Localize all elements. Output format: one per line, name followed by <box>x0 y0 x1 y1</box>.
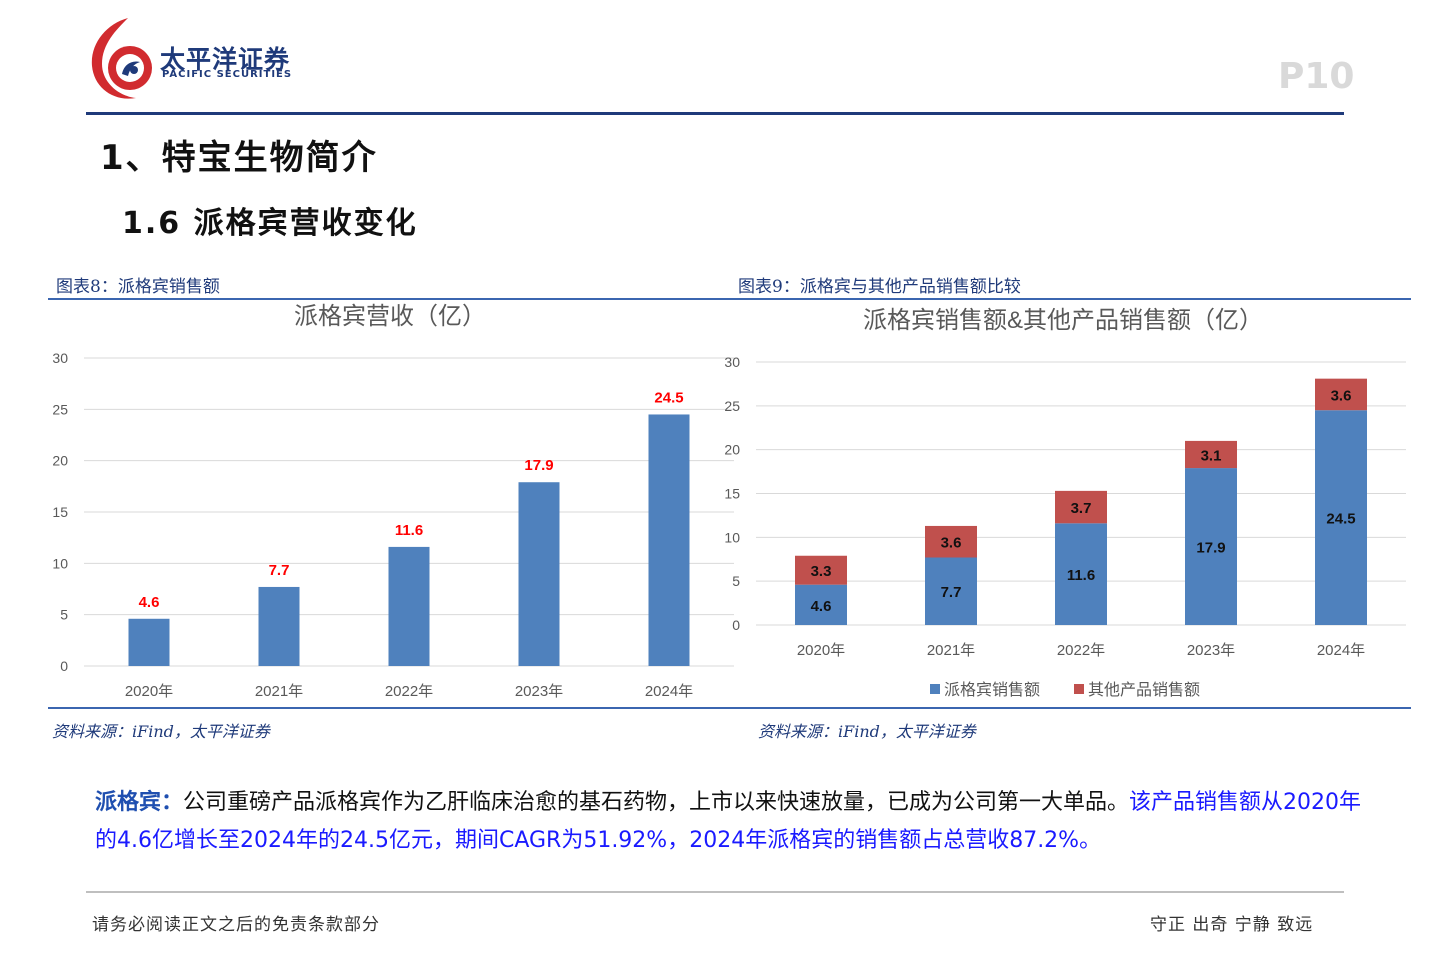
chart2-bar-segment <box>1315 378 1367 411</box>
chart1-title: 派格宾营收（亿） <box>294 303 486 330</box>
chart1-bar <box>388 546 430 666</box>
chart1-ytick: 10 <box>52 555 68 571</box>
chart2-legend-label: 其他产品销售额 <box>1088 681 1200 699</box>
chart1-xtick: 2023年 <box>515 683 563 700</box>
chart2-data-label: 7.7 <box>941 584 962 601</box>
figure8-label: 图表8：派格宾销售额 <box>56 277 220 297</box>
footer-divider <box>86 891 1344 893</box>
chart2-ytick: 25 <box>724 398 740 414</box>
chart2-data-label: 17.9 <box>1196 540 1225 557</box>
figure-divider-top <box>48 298 1411 300</box>
company-logo-icon <box>91 18 152 99</box>
chart2-bar-segment <box>1315 410 1367 625</box>
chart1-data-label: 11.6 <box>395 522 423 539</box>
chart2-data-label: 3.1 <box>1201 447 1222 464</box>
chart2-bar-segment <box>795 584 847 625</box>
summary-highlight: 该产品销售额从2020年的4.6亿增长至2024年的24.5亿元，期间CAGR为… <box>95 790 1362 853</box>
chart2-ytick: 10 <box>724 529 740 545</box>
chart2-xtick: 2024年 <box>1317 642 1365 659</box>
figure-divider-bottom <box>48 707 1411 709</box>
chart1-bar <box>258 586 300 666</box>
chart2-legend-label: 派格宾销售额 <box>944 681 1040 699</box>
figure9-source: 资料来源：iFind，太平洋证券 <box>758 722 976 741</box>
chart2-ytick: 15 <box>724 486 740 502</box>
chart2-bar-segment <box>1055 490 1107 524</box>
chart2-bar-segment <box>925 557 977 625</box>
chart1-xtick: 2021年 <box>255 683 303 700</box>
chart1-ytick: 30 <box>52 350 68 366</box>
footer-motto: 守正 出奇 宁静 致远 <box>1150 915 1314 935</box>
chart1-ytick: 25 <box>52 401 68 417</box>
footer-disclaimer: 请务必阅读正文之后的免责条款部分 <box>92 915 380 935</box>
chart1-xtick: 2024年 <box>645 683 693 700</box>
chart1-xtick: 2022年 <box>385 683 433 700</box>
logo-name-en: PACIFIC SECURITIES <box>162 69 293 80</box>
section-title: 1、特宝生物简介 <box>100 138 378 178</box>
chart2-data-label: 24.5 <box>1326 511 1355 528</box>
chart1-ytick: 0 <box>60 658 68 674</box>
chart2-data-label: 3.3 <box>811 563 832 580</box>
chart2-data-label: 3.7 <box>1071 500 1092 517</box>
revenue-bar-chart: 派格宾营收（亿） 0 5 10 15 20 25 30 4.6 7.7 11.6 17.9 24.5… <box>52 303 734 700</box>
page-number: P10 <box>1278 56 1355 97</box>
summary-paragraph: 派格宾：公司重磅产品派格宾作为乙肝临床治愈的基石药物，上市以来快速放量，已成为公… <box>95 784 1365 860</box>
chart1-data-label: 17.9 <box>524 457 553 474</box>
chart2-xtick: 2020年 <box>797 642 845 659</box>
chart1-ytick: 15 <box>52 504 68 520</box>
figure8-source: 资料来源：iFind，太平洋证券 <box>52 722 270 741</box>
chart2-legend-swatch <box>1074 684 1084 694</box>
stacked-sales-chart: 派格宾销售额&其他产品销售额（亿） 0 5 10 15 20 25 30 4.6 3.3 7.7… <box>724 307 1406 699</box>
chart1-ytick: 20 <box>52 453 68 469</box>
header-divider <box>86 112 1344 115</box>
chart2-data-label: 11.6 <box>1067 567 1095 584</box>
chart2-bar-segment <box>925 525 977 558</box>
chart2-bar-segment <box>1185 440 1237 469</box>
chart1-ytick: 5 <box>60 607 68 623</box>
chart2-ytick: 20 <box>724 442 740 458</box>
chart1-data-label: 24.5 <box>654 389 683 406</box>
sub-title: 1.6 派格宾营收变化 <box>122 206 418 241</box>
chart1-bar <box>128 618 170 666</box>
figure9-label: 图表9：派格宾与其他产品销售额比较 <box>738 277 1021 297</box>
summary-term: 派格宾： <box>95 790 184 815</box>
chart1-xtick: 2020年 <box>125 683 173 700</box>
chart1-bar <box>518 482 560 666</box>
chart2-data-label: 3.6 <box>941 535 962 552</box>
chart2-xtick: 2022年 <box>1057 642 1105 659</box>
summary-text: 公司重磅产品派格宾作为乙肝临床治愈的基石药物，上市以来快速放量，已成为公司第一大… <box>183 790 1130 815</box>
chart2-legend-swatch <box>930 684 940 694</box>
chart1-data-label: 4.6 <box>139 594 160 611</box>
chart1-bar <box>648 414 690 666</box>
chart2-title: 派格宾销售额&其他产品销售额（亿） <box>863 307 1263 334</box>
chart2-ytick: 5 <box>732 573 740 589</box>
chart2-data-label: 3.6 <box>1331 387 1352 404</box>
chart2-ytick: 30 <box>724 354 740 370</box>
chart2-bar-segment <box>795 555 847 585</box>
chart2-bar-segment <box>1185 468 1237 625</box>
chart1-data-label: 7.7 <box>269 562 290 579</box>
chart2-bar-segment <box>1055 523 1107 625</box>
logo-name-cn: 太平洋证券 <box>160 45 291 74</box>
chart2-xtick: 2023年 <box>1187 642 1235 659</box>
chart2-data-label: 4.6 <box>811 598 832 615</box>
chart2-ytick: 0 <box>732 617 740 633</box>
chart2-xtick: 2021年 <box>927 642 975 659</box>
